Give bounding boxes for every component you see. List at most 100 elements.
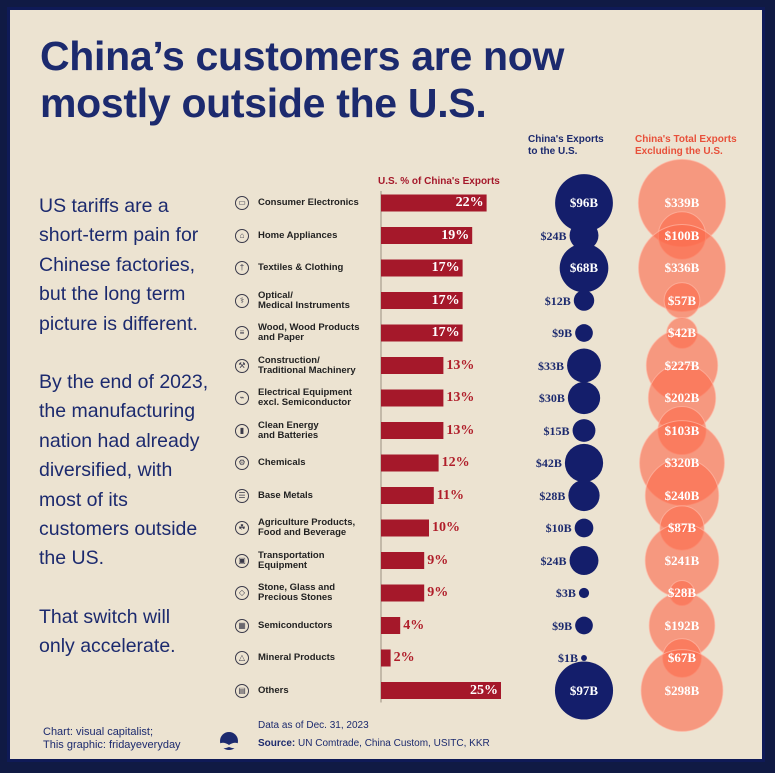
us-exports-header: China's Exports to the U.S. — [528, 134, 604, 158]
us-circle-3 — [573, 290, 595, 311]
us-exports-label: $3B — [555, 586, 576, 600]
bar-6 — [381, 389, 444, 407]
share-label: 13% — [446, 422, 475, 438]
ex-exports-label: $339B — [664, 195, 700, 210]
battery-icon: ▮ — [235, 423, 249, 438]
category-label: Textiles & Clothing — [258, 263, 343, 273]
us-circle-8 — [564, 443, 604, 483]
bar-1 — [381, 227, 473, 244]
ex-exports-label: $320B — [664, 455, 700, 470]
ex-exports-header: China's Total Exports Excluding the U.S. — [635, 134, 737, 158]
ex-exports-label: $227B — [664, 357, 700, 373]
sidebar-paragraph-3: That switch will only accelerate. — [39, 603, 229, 662]
share-label: 12% — [441, 455, 470, 470]
category-label-line: Base Metals — [258, 489, 313, 501]
us-circle-12 — [578, 587, 590, 599]
category-label-line: and Batteries — [258, 429, 319, 441]
bar-0 — [381, 194, 487, 212]
category-label-line: Construction/ — [258, 354, 320, 366]
category-label-line: Others — [258, 684, 289, 696]
share-label: 17% — [431, 260, 460, 275]
category-label-line: Consumer Electronics — [258, 197, 359, 208]
share-label: 13% — [446, 390, 475, 405]
sidebar-line: US tariffs are a — [39, 195, 169, 217]
share-label: 9% — [427, 552, 449, 568]
category-label-line: Medical Instruments — [258, 299, 350, 311]
category-label-line: Textiles & Clothing — [258, 262, 344, 273]
ex-exports-label: $67B — [667, 650, 697, 665]
category-label-line: Transportation — [258, 549, 325, 561]
us-circle-0 — [555, 174, 613, 232]
sidebar-paragraph-2: By the end of 2023, the manufacturing na… — [39, 368, 229, 574]
ex-circle-15 — [640, 649, 724, 732]
source-line: Source: UN Comtrade, China Custom, USITC… — [258, 737, 490, 750]
category-label: Clean Energy and Batteries — [258, 419, 319, 441]
category-label-line: Semiconductors — [258, 619, 333, 631]
ex-exports-label: $240B — [664, 487, 700, 503]
category-label-line: Wood, Wood Products — [258, 322, 360, 333]
us-exports-label: $24B — [540, 553, 567, 568]
ex-exports-label: $103B — [664, 422, 700, 438]
us-header-line: to the U.S. — [528, 146, 578, 157]
us-circle-7 — [572, 419, 596, 442]
vehicle-icon: ▣ — [235, 553, 249, 568]
title-line-1: China’s customers are now — [40, 33, 565, 79]
sidebar-line: the manufacturing — [39, 400, 196, 423]
ex-header-line: Excluding the U.S. — [635, 146, 723, 157]
metal-bars-icon: ☰ — [235, 488, 249, 503]
us-circle-14 — [581, 655, 587, 661]
us-exports-label: $24B — [540, 228, 567, 243]
us-exports-label: $42B — [535, 456, 562, 470]
category-label-line: Chemicals — [258, 457, 306, 468]
ex-exports-label: $28B — [667, 585, 697, 600]
bar-column-header: U.S. % of China's Exports — [378, 176, 500, 187]
share-label: 10% — [432, 520, 460, 535]
data-date: Data as of Dec. 31, 2023 — [258, 720, 369, 731]
shirt-icon: † — [235, 261, 249, 275]
title-line-2: mostly outside the U.S. — [40, 80, 487, 126]
chip-icon: ▦ — [235, 618, 249, 633]
category-label-line: Clean Energy — [258, 419, 319, 431]
share-label: 13% — [446, 357, 475, 373]
bar-11 — [381, 552, 425, 569]
us-circle-11 — [569, 546, 599, 575]
category-label: Base Metals — [258, 489, 313, 501]
share-label: 2% — [393, 650, 415, 665]
category-label-line: Optical/ — [258, 289, 293, 301]
us-circle-15 — [554, 661, 614, 720]
ex-exports-label: $100B — [664, 227, 700, 243]
sidebar-line: the US. — [39, 547, 105, 570]
category-label-line: excl. Semiconductor — [258, 397, 351, 408]
category-label-line: Stone, Glass and — [258, 582, 336, 593]
share-label: 17% — [431, 292, 460, 308]
us-exports-label: $1B — [558, 651, 579, 665]
us-circle-10 — [574, 518, 594, 538]
bar-4 — [381, 324, 463, 342]
category-label-line: and Paper — [258, 332, 304, 343]
sidebar-line: customers outside — [39, 518, 198, 541]
us-exports-label: $30B — [538, 391, 565, 405]
bar-8 — [381, 454, 439, 472]
mustache-logo-icon — [216, 732, 242, 750]
category-label-line: Agriculture Products, — [258, 517, 356, 528]
ex-exports-label: $336B — [664, 260, 700, 275]
category-label: Optical/Medical Instruments — [258, 289, 350, 311]
food-icon: ☘ — [235, 521, 249, 535]
share-label: 4% — [403, 617, 425, 633]
sidebar-line: nation had already — [39, 429, 200, 452]
us-header-line: China's Exports — [528, 134, 604, 145]
sidebar-line: but the long term — [39, 283, 186, 306]
share-label: 11% — [436, 487, 465, 503]
bar-2 — [381, 259, 463, 277]
ex-exports-label: $202B — [664, 390, 700, 405]
bar-3 — [381, 292, 463, 309]
chart-credit: Chart: visual capitalist; — [43, 726, 154, 738]
appliance-icon: ⌂ — [235, 228, 249, 243]
us-circle-1 — [569, 221, 599, 250]
us-circle-13 — [575, 616, 593, 635]
share-label: 22% — [455, 195, 484, 210]
sidebar-line: By the end of 2023, — [39, 371, 209, 393]
exports-chart — [380, 158, 727, 732]
sidebar-paragraph-1: US tariffs are a short-term pain for Chi… — [39, 192, 229, 339]
electrical-icon: ⌁ — [235, 391, 249, 405]
